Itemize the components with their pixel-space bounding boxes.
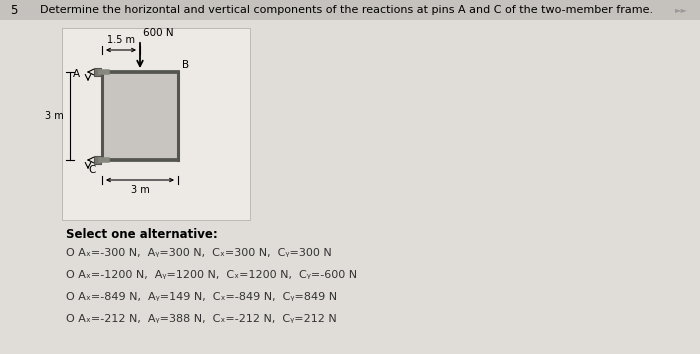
Text: O Aₓ=-300 N,  Aᵧ=300 N,  Cₓ=300 N,  Cᵧ=300 N: O Aₓ=-300 N, Aᵧ=300 N, Cₓ=300 N, Cᵧ=300 … xyxy=(66,248,332,258)
Text: Determine the horizontal and vertical components of the reactions at pins A and : Determine the horizontal and vertical co… xyxy=(40,5,653,15)
Text: O Aₓ=-212 N,  Aᵧ=388 N,  Cₓ=-212 N,  Cᵧ=212 N: O Aₓ=-212 N, Aᵧ=388 N, Cₓ=-212 N, Cᵧ=212… xyxy=(66,314,337,324)
Text: C: C xyxy=(88,165,96,175)
Text: 3 m: 3 m xyxy=(131,185,149,195)
Text: 5: 5 xyxy=(10,4,18,17)
Bar xyxy=(102,72,178,160)
Bar xyxy=(94,68,101,76)
Bar xyxy=(0,0,700,20)
Text: O Aₓ=-849 N,  Aᵧ=149 N,  Cₓ=-849 N,  Cᵧ=849 N: O Aₓ=-849 N, Aᵧ=149 N, Cₓ=-849 N, Cᵧ=849… xyxy=(66,292,337,302)
Text: O Aₓ=-1200 N,  Aᵧ=1200 N,  Cₓ=1200 N,  Cᵧ=-600 N: O Aₓ=-1200 N, Aᵧ=1200 N, Cₓ=1200 N, Cᵧ=-… xyxy=(66,270,357,280)
Text: ►►: ►► xyxy=(675,6,688,15)
Text: A: A xyxy=(73,69,80,79)
Text: Select one alternative:: Select one alternative: xyxy=(66,228,218,241)
Bar xyxy=(62,28,250,220)
Text: 600 N: 600 N xyxy=(143,28,174,38)
Bar xyxy=(94,156,101,164)
Text: 3 m: 3 m xyxy=(46,111,64,121)
Text: B: B xyxy=(182,60,189,70)
Text: 1.5 m: 1.5 m xyxy=(107,35,135,45)
